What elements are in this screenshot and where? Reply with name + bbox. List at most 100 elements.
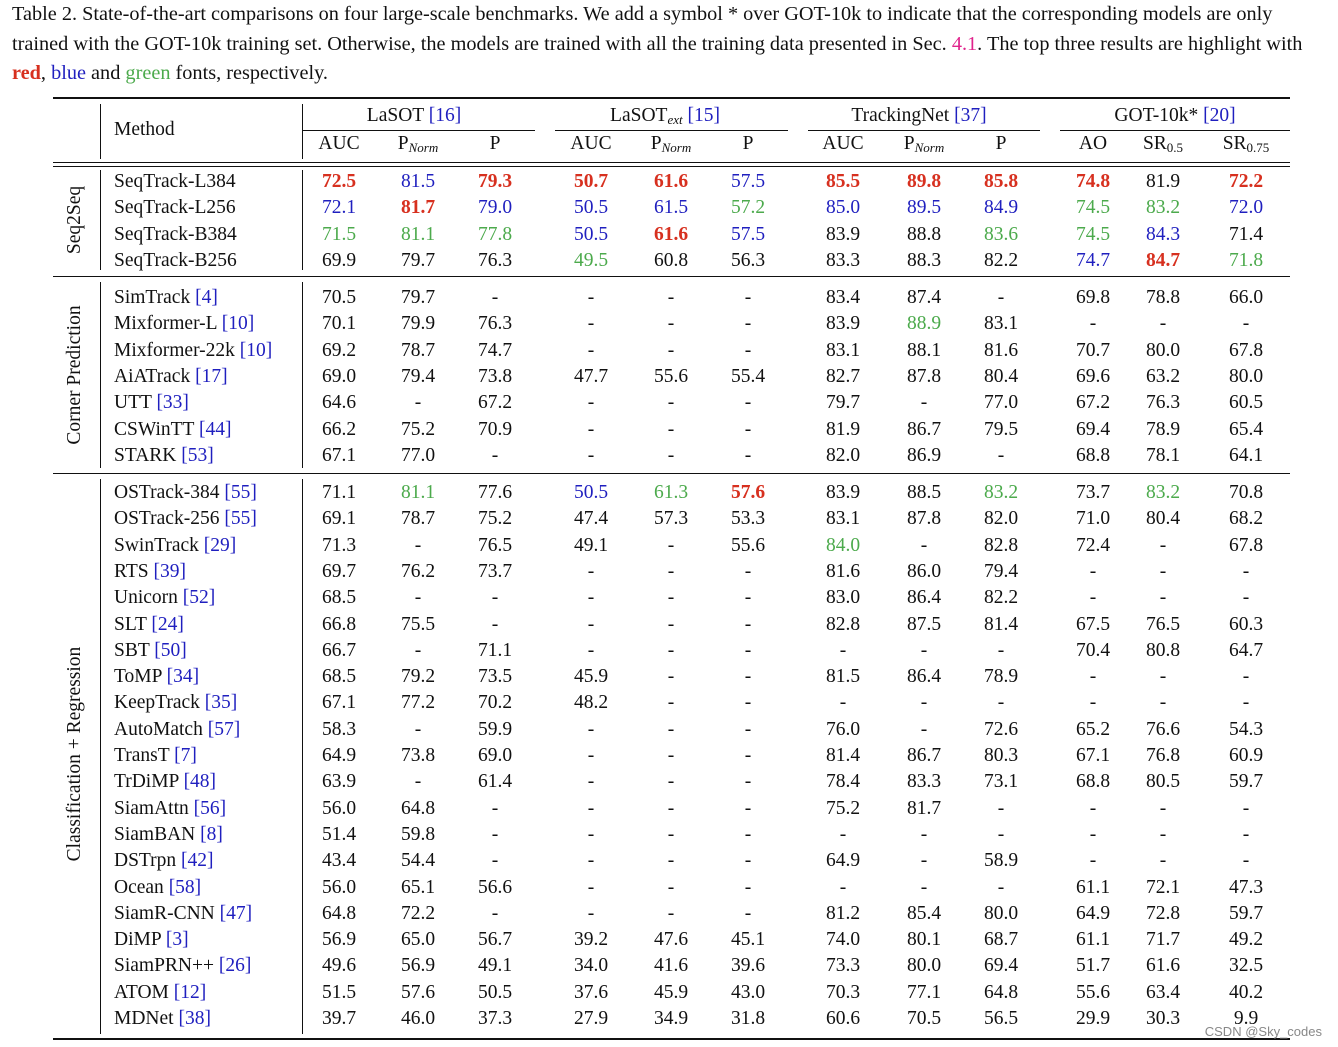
table-cell: 72.4 [1075,534,1111,556]
table-cell: - [1089,823,1097,845]
table-cell: 74.7 [477,339,513,361]
method-label: ToMP [114,666,167,688]
metric-header: SR0.75 [1201,131,1291,161]
table-cell: 73.8 [477,365,513,387]
method-label: Mixformer-22k [114,339,240,361]
method-label: AutoMatch [114,718,208,740]
table-cell: 73.5 [477,666,513,688]
table-cell: - [667,823,675,845]
method-name: Unicorn [52] [114,585,215,611]
table-cell: 82.8 [825,613,861,635]
citation-link[interactable]: [42] [181,850,214,872]
citation-link[interactable]: [44] [199,418,232,440]
citation-link[interactable]: [52] [182,587,216,609]
table-cell: - [667,797,675,819]
citation-link[interactable]: [17] [195,365,228,387]
table-cell: 39.2 [573,929,609,951]
metric-header: PNorm [879,131,969,161]
table-cell: 77.8 [477,223,513,245]
table-cell: 50.5 [477,981,513,1003]
citation-link[interactable]: [39] [153,560,186,582]
table-cell: 81.5 [400,171,436,192]
citation-link[interactable]: [53] [181,444,214,466]
table-cell: 47.4 [573,508,609,530]
header-rule-double [53,166,1290,167]
table-cell: 59.8 [400,823,436,845]
table-cell: 69.2 [321,339,357,361]
citation-link[interactable]: [55] [224,508,257,530]
citation-link[interactable]: [7] [174,745,197,766]
table-cell: 86.4 [906,666,942,688]
table-cell: 86.9 [906,444,942,466]
benchmark-header: TrackingNet [37] [799,103,1039,129]
table-cell: 45.9 [653,981,689,1003]
citation-link[interactable]: [10] [221,313,255,335]
table-cell: - [667,639,675,661]
caption-blue-word: blue [51,62,86,84]
table-cell: 83.9 [825,482,861,503]
citation-link[interactable]: [35] [204,692,238,714]
table-cell: 39.7 [321,1008,357,1029]
table-cell: 80.4 [983,365,1019,387]
citation-link[interactable]: [34] [166,666,200,688]
citation-link[interactable]: [55] [224,482,257,503]
table-cell: 78.7 [400,339,436,361]
table-cell: 80.0 [1145,339,1181,361]
method-label: RTS [114,560,154,582]
table-cell: - [587,287,595,308]
table-cell: 79.0 [477,197,513,219]
citation-link[interactable]: [47] [219,902,253,924]
table-cell: 77.6 [477,482,513,503]
table-cell: 80.0 [1228,365,1264,387]
citation-link[interactable]: [37] [949,105,987,126]
table-cell: 57.5 [730,171,766,192]
citation-link[interactable]: [8] [200,823,223,845]
citation-link[interactable]: [57] [207,718,241,740]
citation-link[interactable]: [48] [183,771,217,793]
citation-link[interactable]: [4] [195,287,218,308]
table-cell: 51.7 [1075,955,1111,977]
method-label: DiMP [114,929,166,951]
table-cell: 80.5 [1145,771,1181,793]
method-name: TrDiMP [48] [114,769,216,795]
table-cell: - [839,692,847,714]
citation-link[interactable]: [16] [423,105,462,126]
table-cell: - [920,392,928,414]
table-cell: 50.5 [573,223,609,245]
caption-section-link[interactable]: 4.1 [951,32,978,55]
method-name: Ocean [58] [114,875,201,901]
table-cell: 58.9 [983,850,1019,872]
method-name: ToMP [34] [114,664,199,690]
citation-link[interactable]: [20] [1198,105,1236,126]
table-cell: 37.3 [477,1008,513,1029]
citation-link[interactable]: [50] [154,639,187,661]
citation-link[interactable]: [10] [239,339,273,361]
method-label: MDNet [114,1008,179,1029]
metric-header: AUC [546,131,636,157]
table-cell: 59.9 [477,718,513,740]
table-cell: 84.3 [1145,223,1181,245]
table-cell: - [744,797,752,819]
method-name: CSWinTT [44] [114,417,232,443]
citation-link[interactable]: [15] [682,105,720,126]
table-cell: 65.2 [1075,718,1111,740]
table-cell: 69.0 [321,365,357,387]
metric-header: PNorm [626,131,716,161]
table-cell: - [667,718,675,740]
table-cell: - [997,823,1005,845]
table-cell: - [667,444,675,466]
citation-link[interactable]: [26] [218,955,252,977]
citation-link[interactable]: [12] [173,981,207,1003]
citation-link[interactable]: [58] [168,876,202,898]
table-cell: 72.8 [1145,902,1181,924]
table-cell: 82.2 [983,587,1019,609]
table-cell: 69.6 [1075,365,1111,387]
citation-link[interactable]: [29] [203,534,237,556]
citation-link[interactable]: [3] [165,929,189,951]
table-cell: - [1159,534,1167,556]
citation-link[interactable]: [33] [156,392,189,414]
citation-link[interactable]: [56] [193,797,227,819]
citation-link[interactable]: [38] [178,1008,211,1029]
citation-link[interactable]: [24] [151,613,184,635]
table-cell: - [667,613,675,635]
